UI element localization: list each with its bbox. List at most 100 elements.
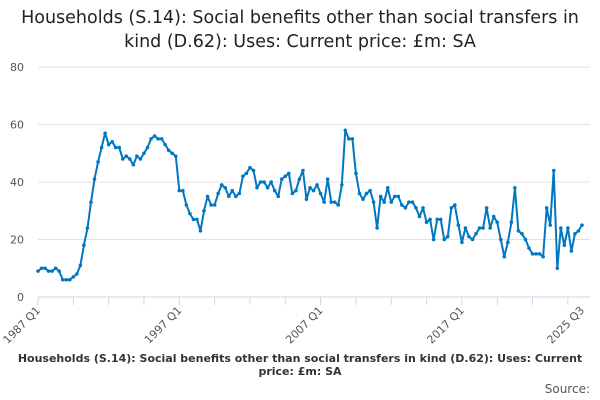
data-point — [347, 137, 351, 141]
data-point — [258, 180, 263, 184]
data-point — [392, 194, 397, 199]
data-point — [438, 217, 443, 222]
data-point — [301, 168, 305, 173]
data-point — [304, 197, 309, 202]
data-point — [435, 217, 439, 222]
data-point — [106, 142, 111, 147]
data-point — [428, 217, 432, 222]
data-point — [283, 174, 288, 179]
x-tick-label: 2017 Q1 — [424, 304, 467, 347]
data-point — [417, 214, 422, 219]
data-point — [262, 180, 266, 184]
data-point — [124, 154, 129, 158]
data-point — [506, 240, 510, 245]
data-point — [279, 177, 284, 181]
data-point — [255, 185, 259, 190]
data-point — [117, 145, 122, 150]
data-point — [400, 203, 404, 207]
data-point — [431, 237, 436, 242]
data-point — [99, 145, 104, 150]
data-point — [488, 226, 492, 230]
x-tick-label: 2007 Q1 — [283, 304, 326, 347]
data-point — [308, 185, 312, 190]
data-point — [234, 194, 238, 199]
data-point — [453, 203, 457, 207]
data-point — [152, 134, 157, 138]
data-point — [414, 206, 418, 210]
data-point — [110, 139, 114, 144]
data-point — [569, 249, 574, 253]
data-point — [177, 188, 182, 193]
data-point — [322, 200, 326, 204]
data-point — [339, 183, 344, 187]
data-point — [523, 237, 528, 242]
data-point — [318, 191, 323, 196]
y-tick-label: 60 — [10, 119, 24, 132]
data-point — [39, 266, 44, 271]
data-point — [82, 243, 86, 248]
data-point — [442, 237, 447, 242]
data-point — [241, 174, 245, 179]
data-point — [216, 191, 220, 196]
data-point — [467, 234, 471, 239]
data-point — [43, 266, 47, 271]
data-point — [276, 194, 281, 199]
data-point — [375, 226, 379, 230]
data-point — [248, 165, 252, 170]
data-point — [96, 160, 100, 164]
data-point — [145, 145, 150, 150]
data-point — [368, 188, 372, 193]
data-point — [64, 277, 69, 282]
data-point — [509, 220, 514, 225]
source-label: Source: — [544, 382, 590, 396]
data-point — [202, 208, 206, 213]
data-point — [456, 223, 461, 227]
data-point — [410, 200, 415, 204]
data-point — [378, 194, 383, 199]
data-point — [463, 226, 468, 230]
data-point — [156, 137, 160, 141]
data-point — [329, 200, 333, 204]
data-point — [382, 200, 386, 204]
data-point — [195, 217, 199, 222]
data-point — [159, 137, 164, 141]
data-point — [537, 252, 542, 256]
data-point — [516, 229, 521, 233]
data-point — [142, 151, 146, 156]
data-point — [449, 206, 454, 210]
data-point — [481, 226, 485, 230]
data-point — [173, 154, 178, 158]
data-point — [357, 191, 362, 196]
data-point — [219, 183, 224, 187]
data-point — [530, 252, 535, 256]
data-point — [138, 157, 143, 161]
data-point — [470, 237, 475, 242]
data-point — [477, 226, 482, 230]
data-point — [354, 171, 358, 176]
series-line — [37, 129, 583, 281]
x-tick-label: 2025 Q3 — [545, 304, 588, 347]
data-point — [343, 128, 348, 133]
data-point — [315, 183, 319, 187]
data-point — [544, 206, 549, 210]
data-point — [272, 188, 277, 193]
data-point — [46, 269, 51, 273]
data-point — [226, 194, 231, 199]
data-point — [163, 142, 167, 147]
data-point — [166, 148, 171, 153]
data-point — [484, 206, 489, 210]
chart-title: Households (S.14): Social benefits other… — [21, 8, 579, 52]
data-point — [103, 131, 107, 135]
x-tick-label: 1987 Q1 — [1, 304, 44, 347]
data-point — [474, 231, 478, 236]
data-point — [181, 188, 185, 193]
data-point — [385, 185, 390, 190]
data-point — [551, 168, 556, 173]
data-point — [403, 206, 408, 210]
data-point — [198, 229, 203, 233]
data-point — [389, 200, 394, 204]
data-point — [559, 226, 563, 230]
data-point — [57, 269, 61, 273]
data-point — [244, 171, 249, 176]
